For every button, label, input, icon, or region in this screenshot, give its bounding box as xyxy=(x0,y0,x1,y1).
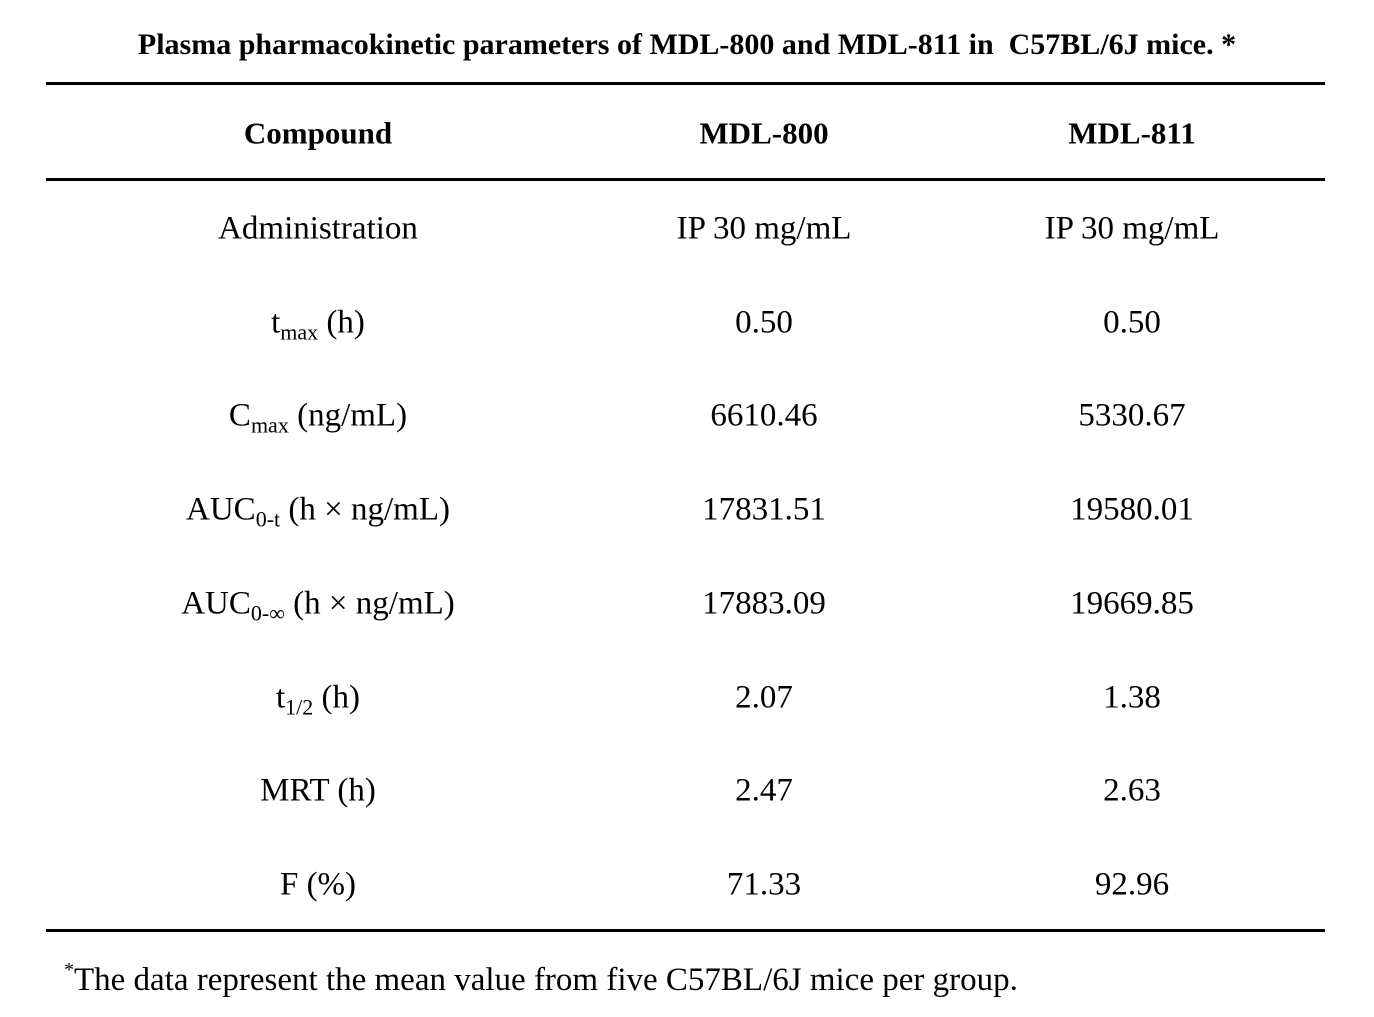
parameter-unit: (ng/mL) xyxy=(288,397,408,434)
value-cell: 19580.01 xyxy=(1070,491,1194,528)
value-cell: 0.50 xyxy=(1103,304,1161,341)
parameter-cell: MRT (h) xyxy=(260,772,376,809)
value-cell: 19669.85 xyxy=(1070,585,1194,622)
column-header: MDL-800 xyxy=(699,115,829,151)
value-cell: 1.38 xyxy=(1103,679,1161,715)
parameter-main: t xyxy=(275,679,286,715)
parameter-sub: max xyxy=(280,319,319,345)
parameter-unit: (h) xyxy=(313,679,361,715)
parameter-cell: AUC0-t (h × ng/mL) xyxy=(186,491,450,530)
parameter-cell: tmax (h) xyxy=(271,304,365,343)
parameter-cell: AUC0-∞ (h × ng/mL) xyxy=(181,585,455,624)
column-header: MDL-811 xyxy=(1068,115,1196,151)
footnote-mark: * xyxy=(64,959,74,981)
parameter-sub: 0-t xyxy=(255,506,281,532)
header-rule xyxy=(46,178,1325,181)
parameter-cell: F (%) xyxy=(280,868,356,901)
parameter-sub: max xyxy=(250,412,289,438)
value-cell: 6610.46 xyxy=(710,397,818,434)
parameter-unit: (h) xyxy=(318,304,365,341)
value-cell: 2.07 xyxy=(735,679,793,715)
column-header: Compound xyxy=(243,115,393,151)
value-cell: 92.96 xyxy=(1094,866,1170,903)
parameter-sub: 1/2 xyxy=(285,694,314,719)
value-cell: 17883.09 xyxy=(702,585,826,622)
value-cell: 5330.67 xyxy=(1078,397,1186,434)
value-cell: IP 30 mg/mL xyxy=(1044,210,1220,247)
parameter-unit: (h × ng/mL) xyxy=(284,585,455,622)
title: Plasma pharmacokinetic parameters of MDL… xyxy=(137,28,1237,61)
bottom-rule xyxy=(46,929,1325,932)
parameter-main: Administration xyxy=(218,210,418,247)
parameter-main: F (%) xyxy=(279,866,357,903)
value-cell: 2.63 xyxy=(1103,772,1161,809)
value-cell: 2.47 xyxy=(735,772,793,809)
parameter-sub: 0-∞ xyxy=(250,600,285,626)
parameter-cell: t1/2 (h) xyxy=(275,679,361,718)
footnote-text: The data represent the mean value from f… xyxy=(74,962,1018,998)
footnote: *The data represent the mean value from … xyxy=(64,959,1018,999)
parameter-main: MRT (h) xyxy=(260,772,376,809)
parameter-main: AUC xyxy=(181,585,251,622)
parameter-cell: Cmax (ng/mL) xyxy=(228,397,408,436)
parameter-cell: Administration xyxy=(218,210,418,247)
value-cell: IP 30 mg/mL xyxy=(676,210,852,247)
parameter-main: t xyxy=(271,304,281,341)
value-cell: 17831.51 xyxy=(702,491,826,528)
top-rule xyxy=(46,82,1325,85)
parameter-main: AUC xyxy=(186,491,256,528)
value-cell: 71.33 xyxy=(726,866,802,903)
parameter-main: C xyxy=(228,397,251,434)
parameter-unit: (h × ng/mL) xyxy=(280,491,450,528)
value-cell: 0.50 xyxy=(735,304,793,341)
